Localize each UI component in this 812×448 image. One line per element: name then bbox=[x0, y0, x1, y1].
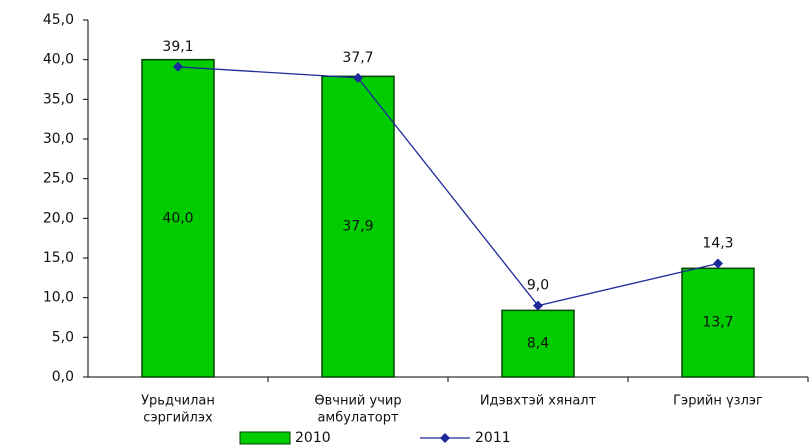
y-tick-label: 0,0 bbox=[52, 369, 74, 385]
line bbox=[177, 66, 719, 307]
legend-label: 2011 bbox=[475, 430, 511, 446]
x-tick-label: Өвчний учир bbox=[314, 394, 401, 409]
x-tick-label: амбулаторт bbox=[317, 411, 399, 426]
legend-marker bbox=[440, 433, 450, 443]
y-tick-label: 40,0 bbox=[43, 52, 74, 68]
line-value-label: 9,0 bbox=[527, 278, 549, 294]
y-tick-label: 30,0 bbox=[43, 131, 74, 147]
y-tick-label: 10,0 bbox=[43, 290, 74, 306]
y-tick-label: 20,0 bbox=[43, 210, 74, 226]
marker bbox=[533, 300, 543, 311]
x-tick-label: Идэвхтэй хяналт bbox=[480, 394, 597, 409]
x-tick-label: Гэрийн үзлэг bbox=[673, 394, 763, 409]
bar-value-label: 8,4 bbox=[527, 336, 549, 352]
x-tick-label: сэргийлэх bbox=[143, 411, 213, 426]
bar bbox=[321, 75, 395, 378]
y-tick-label: 5,0 bbox=[52, 329, 74, 345]
bar bbox=[141, 58, 215, 378]
legend-label: 2010 bbox=[295, 430, 331, 446]
bar bbox=[681, 267, 755, 378]
y-tick-label: 45,0 bbox=[43, 12, 74, 28]
bar-value-label: 40,0 bbox=[162, 210, 193, 226]
bar-value-label: 13,7 bbox=[702, 315, 733, 331]
y-tick-label: 35,0 bbox=[43, 91, 74, 107]
y-tick-label: 15,0 bbox=[43, 250, 74, 266]
bar bbox=[501, 309, 575, 378]
line-value-label: 37,7 bbox=[342, 50, 373, 66]
bar-value-label: 37,9 bbox=[342, 219, 373, 235]
line-value-label: 14,3 bbox=[702, 236, 733, 252]
line-value-label: 39,1 bbox=[162, 39, 193, 55]
marker bbox=[173, 61, 183, 72]
y-tick-label: 25,0 bbox=[43, 171, 74, 187]
legend-swatch bbox=[239, 431, 291, 445]
x-tick-label: Урьдчилан bbox=[141, 394, 215, 409]
marker bbox=[713, 258, 723, 269]
marker bbox=[353, 72, 363, 83]
